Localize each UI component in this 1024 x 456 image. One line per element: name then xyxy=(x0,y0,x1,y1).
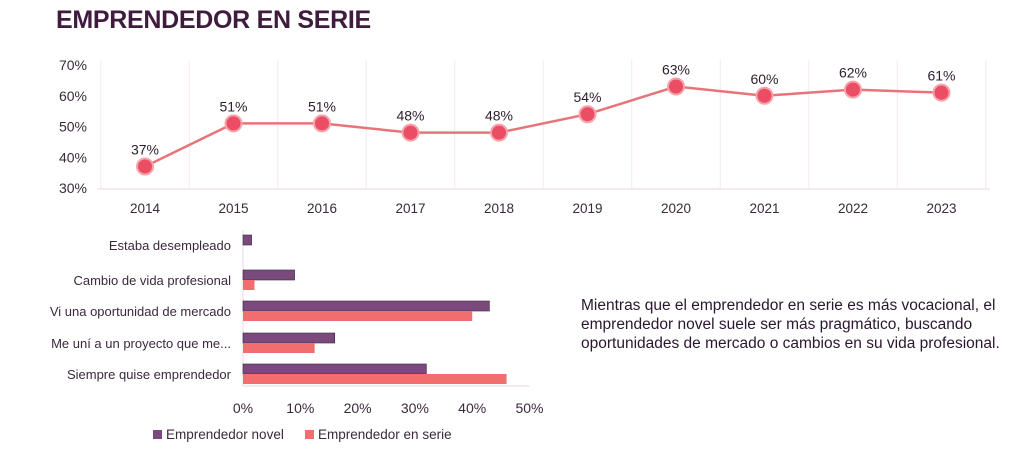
x-tick-label: 2023 xyxy=(926,201,956,216)
data-label: 48% xyxy=(396,108,424,124)
x-tick-label: 40% xyxy=(458,400,486,416)
y-tick-label: 60% xyxy=(59,88,87,104)
data-point xyxy=(755,86,774,105)
x-tick-label: 2017 xyxy=(395,201,425,216)
legend-swatch xyxy=(153,430,162,439)
data-label: 51% xyxy=(219,98,247,114)
bar xyxy=(242,234,252,246)
data-label: 60% xyxy=(750,71,778,87)
x-tick-label: 2022 xyxy=(838,201,868,216)
bar xyxy=(243,343,315,353)
data-point xyxy=(578,105,597,124)
data-point xyxy=(136,157,154,176)
bar-chart: Estaba desempleado Cambio de vida profesi… xyxy=(50,230,544,442)
data-point xyxy=(401,123,420,142)
page-title: EMPRENDEDOR EN SERIE xyxy=(56,6,371,34)
x-tick-label: 2014 xyxy=(130,201,161,216)
category-label: Siempre quise emprendedor xyxy=(67,367,232,382)
y-tick-label: 70% xyxy=(59,57,87,73)
line-chart: 70% 60% 50% 40% 30% 2014 2015 2016 2017 2018 2019 2… xyxy=(59,57,990,216)
bar xyxy=(243,311,473,321)
description-text: Mientras que el emprendedor en serie es … xyxy=(581,297,1000,352)
legend-swatch xyxy=(305,430,314,439)
data-label: 54% xyxy=(573,89,601,105)
bar xyxy=(242,332,335,344)
data-label: 37% xyxy=(131,141,159,157)
y-tick-label: 30% xyxy=(59,180,87,196)
x-tick-label: 2021 xyxy=(749,201,779,216)
data-label: 48% xyxy=(485,108,513,124)
y-tick-label: 40% xyxy=(59,149,87,165)
legend-label: Emprendedor novel xyxy=(166,427,284,442)
x-tick-label: 2015 xyxy=(218,201,248,216)
category-label: Vi una oportunidad de mercado xyxy=(50,304,231,319)
x-tick-label: 0% xyxy=(233,400,253,416)
x-tick-label: 2018 xyxy=(484,201,514,216)
data-point xyxy=(490,123,508,142)
data-point xyxy=(667,77,685,96)
category-label: Me uní a un proyecto que me... xyxy=(51,336,231,351)
x-tick-label: 2019 xyxy=(572,201,602,216)
data-point xyxy=(224,114,243,133)
x-tick-label: 30% xyxy=(401,400,429,416)
category-label: Cambio de vida profesional xyxy=(73,273,231,288)
bar xyxy=(243,280,255,290)
bar xyxy=(242,269,295,281)
y-tick-label: 50% xyxy=(59,119,87,135)
data-label: 63% xyxy=(662,62,690,78)
legend-label: Emprendedor en serie xyxy=(318,427,452,442)
series-line xyxy=(144,85,942,168)
x-tick-label: 2016 xyxy=(307,201,337,216)
bar xyxy=(243,374,507,384)
data-label: 61% xyxy=(927,68,955,84)
data-point xyxy=(844,80,862,99)
category-label: Estaba desempleado xyxy=(109,238,231,253)
bar xyxy=(242,363,427,375)
x-tick-label: 20% xyxy=(344,400,372,416)
data-label: 62% xyxy=(839,65,867,81)
x-tick-label: 10% xyxy=(286,400,314,416)
bar xyxy=(242,300,490,312)
data-point xyxy=(313,114,331,133)
data-point xyxy=(932,83,951,102)
x-tick-label: 2020 xyxy=(661,201,691,216)
data-label: 51% xyxy=(308,98,336,114)
x-tick-label: 50% xyxy=(515,400,543,416)
